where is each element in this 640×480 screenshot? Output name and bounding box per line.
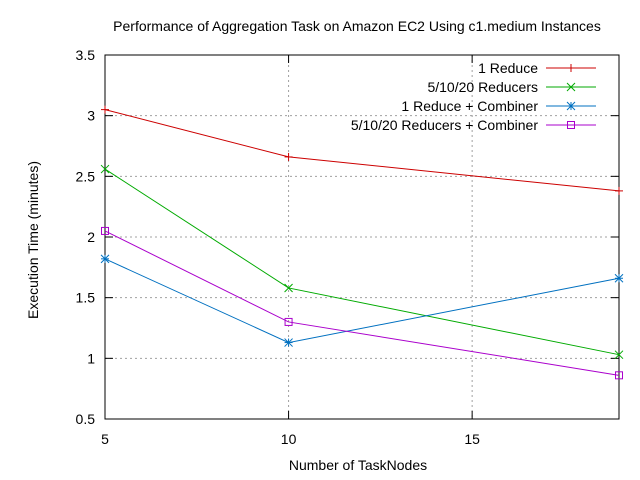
x-axis-label: Number of TaskNodes bbox=[289, 457, 427, 473]
legend-label: 1 Reduce bbox=[478, 60, 538, 76]
data-point bbox=[101, 105, 109, 114]
legend-marker bbox=[567, 64, 575, 72]
series-line-3 bbox=[104, 258, 620, 344]
y-tick-label: 2.5 bbox=[76, 168, 96, 184]
series-line-4 bbox=[104, 230, 620, 376]
data-point bbox=[100, 254, 110, 264]
legend-marker bbox=[566, 101, 576, 111]
y-tick-label: 1 bbox=[87, 350, 95, 366]
y-tick-label: 3.5 bbox=[76, 47, 96, 63]
data-point bbox=[614, 350, 624, 360]
legend-marker bbox=[567, 121, 575, 129]
y-tick-label: 3 bbox=[87, 108, 95, 124]
data-point bbox=[614, 273, 624, 283]
legend-label: 1 Reduce + Combiner bbox=[401, 98, 538, 114]
y-axis-label: Execution Time (minutes) bbox=[25, 161, 41, 319]
data-point bbox=[284, 283, 293, 293]
data-point bbox=[101, 226, 109, 235]
grid bbox=[105, 55, 619, 419]
y-tick-label: 2 bbox=[87, 229, 95, 245]
data-point bbox=[615, 186, 623, 195]
data-point bbox=[284, 152, 293, 161]
legend: 1 Reduce 5/10/20 Reducers 1 Reduce + Combi… bbox=[351, 60, 596, 133]
ticks: 0.5 1 1.5 2 2.5 3 3.5 5 10 15 bbox=[76, 47, 619, 447]
y-tick-label: 0.5 bbox=[76, 411, 96, 427]
legend-marker bbox=[566, 82, 576, 92]
legend-label: 5/10/20 Reducers + Combiner bbox=[351, 117, 538, 133]
series-line-2 bbox=[104, 168, 620, 356]
legend-label: 5/10/20 Reducers bbox=[427, 79, 538, 95]
x-tick-label: 10 bbox=[281, 431, 297, 447]
x-tick-label: 15 bbox=[464, 431, 480, 447]
y-tick-label: 1.5 bbox=[76, 290, 96, 306]
data-point bbox=[284, 338, 293, 347]
x-tick-label: 5 bbox=[101, 431, 109, 447]
data-point bbox=[284, 317, 293, 326]
series bbox=[100, 105, 624, 380]
data-point bbox=[615, 371, 623, 380]
chart-title: Performance of Aggregation Task on Amazo… bbox=[113, 18, 601, 34]
data-point bbox=[100, 164, 110, 174]
